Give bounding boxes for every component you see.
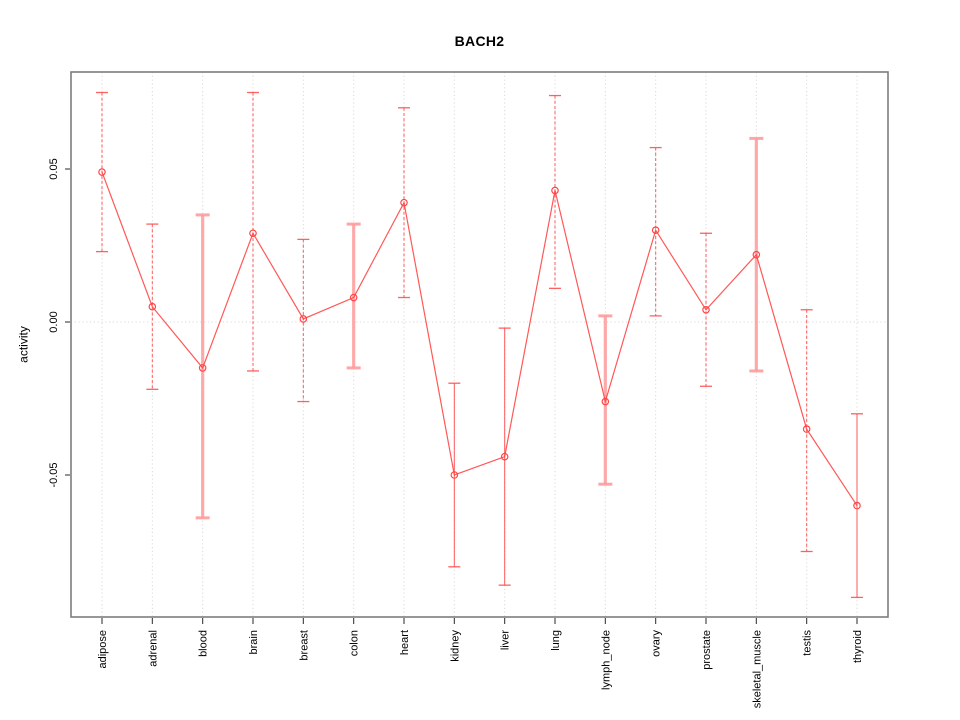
x-tick-label-blood: blood [198, 630, 210, 657]
data-point-skeletal_muscle [752, 250, 761, 259]
x-tick-label-kidney: kidney [449, 630, 461, 662]
data-point-adrenal [148, 302, 157, 311]
x-tick-label-adipose: adipose [97, 630, 109, 669]
y-tick-label--0.05: -0.05 [48, 462, 60, 487]
x-tick-label-lymph_node: lymph_node [600, 630, 612, 690]
x-tick-label-colon: colon [349, 630, 361, 656]
data-point-breast [299, 315, 308, 323]
x-tick-label-ovary: ovary [651, 630, 663, 657]
data-point-brain [249, 229, 257, 238]
series-line [101, 171, 858, 506]
plot-border [70, 71, 889, 618]
y-tick-label-0.05: 0.05 [48, 158, 60, 179]
data-point-liver [500, 452, 509, 461]
x-tick-label-lung: lung [550, 630, 562, 651]
data-point-colon [349, 293, 358, 302]
data-point-lymph_node [601, 397, 610, 406]
data-point-blood [198, 364, 207, 372]
data-point-ovary [651, 226, 660, 235]
x-tick-label-liver: liver [500, 630, 512, 651]
data-point-testis [802, 425, 811, 433]
chart-title: BACH2 [454, 33, 505, 49]
data-point-heart [400, 198, 408, 207]
data-point-prostate [702, 305, 710, 314]
y-tick-label-0.00: 0.00 [48, 311, 60, 332]
x-tick-label-brain: brain [248, 630, 260, 654]
x-tick-label-heart: heart [399, 630, 411, 655]
x-tick-label-prostate: prostate [701, 630, 713, 670]
x-tick-label-adrenal: adrenal [147, 630, 159, 667]
data-point-lung [551, 186, 559, 195]
x-tick-label-skeletal_muscle: skeletal_muscle [751, 630, 763, 708]
data-point-kidney [450, 471, 459, 479]
x-tick-label-testis: testis [802, 630, 814, 656]
data-point-adipose [98, 168, 106, 176]
x-tick-label-breast: breast [298, 630, 310, 661]
x-tick-label-thyroid: thyroid [852, 630, 864, 663]
data-point-thyroid [853, 501, 861, 510]
